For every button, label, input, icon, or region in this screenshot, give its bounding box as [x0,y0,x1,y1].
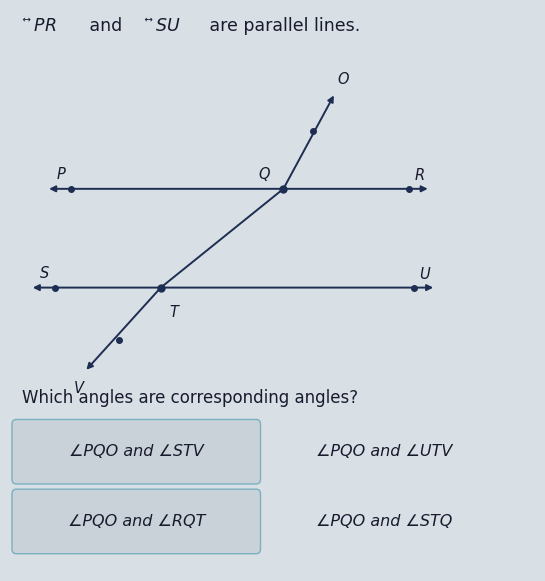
Text: Which angles are corresponding angles?: Which angles are corresponding angles? [22,389,358,407]
Text: $\overleftrightarrow{PR}$: $\overleftrightarrow{PR}$ [22,17,56,35]
Text: R: R [414,168,425,183]
Text: S: S [40,266,49,281]
Text: ∠PQO and ∠STV: ∠PQO and ∠STV [69,444,204,459]
Text: ∠PQO and ∠UTV: ∠PQO and ∠UTV [316,444,452,459]
Text: $\overleftrightarrow{SU}$: $\overleftrightarrow{SU}$ [144,17,181,35]
Text: T: T [169,305,178,320]
Text: ∠PQO and ∠STQ: ∠PQO and ∠STQ [316,514,452,529]
Text: Q: Q [258,167,270,182]
FancyBboxPatch shape [12,419,261,484]
Text: P: P [57,167,65,182]
Text: are parallel lines.: are parallel lines. [204,17,361,35]
Text: O: O [338,72,349,87]
Text: U: U [420,267,431,282]
Text: and: and [84,17,128,35]
Text: V: V [74,381,84,396]
Text: ∠PQO and ∠RQT: ∠PQO and ∠RQT [68,514,205,529]
FancyBboxPatch shape [12,489,261,554]
